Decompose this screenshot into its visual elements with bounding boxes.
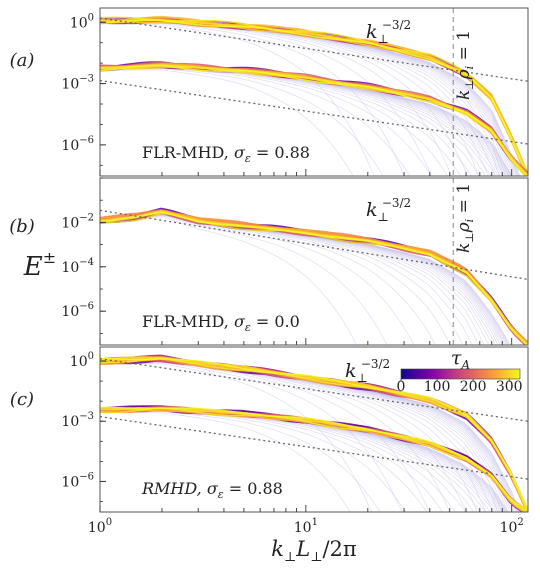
reference-line bbox=[100, 358, 528, 422]
faint-curve bbox=[100, 215, 415, 345]
annotation: RMHD, σε = 0.88 bbox=[141, 479, 283, 501]
axes-frame bbox=[99, 346, 529, 513]
plot-area bbox=[100, 354, 528, 512]
x-tick-label: 102 bbox=[500, 517, 524, 536]
panel-b: k⊥ρi = 1 10−2 10−4 10−6 (b) k⊥−3/2 FLR-MHD, σε… bbox=[9, 177, 529, 346]
annotation: FLR-MHD, σε = 0.88 bbox=[142, 143, 310, 165]
y-tick-label: 10−6 bbox=[61, 135, 94, 154]
colorbar-tick-label: 200 bbox=[460, 379, 487, 395]
faint-curve bbox=[100, 411, 381, 512]
y-axis-label: E± bbox=[23, 248, 56, 282]
faint-curve bbox=[100, 22, 432, 176]
slope-label: k⊥−3/2 bbox=[345, 357, 390, 385]
plot-area bbox=[100, 15, 528, 176]
vertical-marker-label: k⊥ρi = 1 bbox=[454, 30, 476, 100]
x-tick-label: 101 bbox=[294, 517, 318, 536]
y-tick-label: 10−2 bbox=[61, 212, 94, 231]
axes-frame bbox=[99, 7, 529, 177]
spectrum-line bbox=[100, 16, 528, 175]
panel-label: (a) bbox=[10, 50, 35, 71]
faint-curve bbox=[100, 68, 384, 176]
slope-label: k⊥−3/2 bbox=[366, 196, 411, 224]
colorbar-label: τA bbox=[451, 347, 471, 372]
y-tick-label: 10−3 bbox=[61, 411, 94, 430]
x-axis-label: k⊥L⊥/2π bbox=[271, 537, 357, 565]
panel-label: (b) bbox=[9, 216, 35, 237]
slope-label: k⊥−3/2 bbox=[366, 18, 411, 46]
colorbar-tick-label: 0 bbox=[397, 379, 406, 395]
panel-c: 100 10−3 10−6 100 101 102 (c) k⊥−3/2 RMHD, σε = … bbox=[10, 346, 529, 536]
colorbar-tick-label: 300 bbox=[496, 379, 523, 395]
y-tick-label: 10−4 bbox=[61, 257, 94, 276]
reference-line bbox=[100, 415, 528, 480]
faint-curve bbox=[100, 217, 358, 345]
y-tick-label: 10−6 bbox=[61, 301, 94, 320]
annotation: FLR-MHD, σε = 0.0 bbox=[142, 312, 300, 334]
faint-curve bbox=[100, 215, 388, 345]
x-tick-label: 100 bbox=[88, 517, 112, 536]
vertical-marker-label: k⊥ρi = 1 bbox=[454, 183, 476, 253]
faint-curve bbox=[100, 411, 351, 512]
panel-label: (c) bbox=[10, 389, 34, 410]
y-tick-label: 100 bbox=[70, 351, 94, 370]
reference-line bbox=[100, 79, 528, 145]
faint-curve bbox=[100, 22, 405, 176]
faint-curve bbox=[100, 69, 354, 176]
spectrum-line bbox=[100, 64, 527, 176]
spectrum-line bbox=[100, 406, 528, 511]
panel-a: k⊥ρi = 1 100 10−3 10−6 (a) k⊥−3/2 FLR-MHD, σε … bbox=[10, 7, 529, 177]
y-tick-label: 10−3 bbox=[61, 74, 94, 93]
y-tick-label: 10−6 bbox=[61, 471, 94, 490]
y-tick-label: 100 bbox=[70, 12, 94, 31]
plot-area bbox=[100, 207, 528, 345]
faint-curve bbox=[100, 361, 403, 512]
reference-line bbox=[100, 17, 528, 82]
reference-line bbox=[100, 209, 528, 281]
colorbar bbox=[400, 368, 521, 380]
colorbar-tick-label: 100 bbox=[424, 379, 451, 395]
axes-frame bbox=[99, 177, 529, 346]
